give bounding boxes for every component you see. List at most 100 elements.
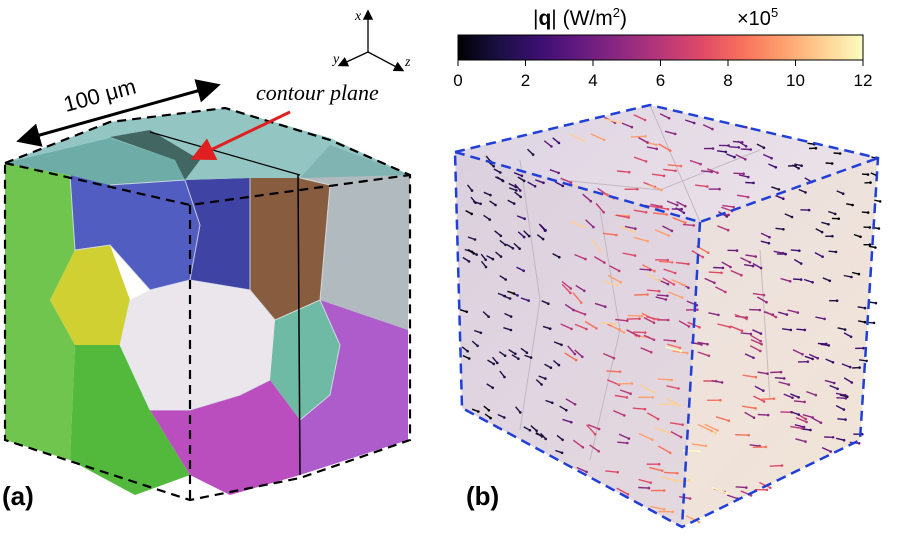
flux-arrow-head bbox=[747, 175, 750, 179]
flux-arrow-head bbox=[525, 351, 529, 355]
flux-arrow bbox=[760, 398, 775, 400]
flux-arrow-head bbox=[675, 203, 679, 207]
flux-arrow bbox=[574, 253, 586, 260]
flux-arrow-head bbox=[843, 328, 847, 331]
flux-arrow bbox=[678, 320, 690, 328]
flux-arrow-head bbox=[664, 298, 668, 301]
flux-arrow-head bbox=[768, 235, 771, 239]
flux-arrow-head bbox=[487, 315, 490, 319]
flux-arrow-head bbox=[752, 181, 755, 185]
flux-arrow-head bbox=[470, 212, 474, 216]
flux-arrow bbox=[675, 261, 689, 265]
flux-arrow-head bbox=[662, 174, 666, 178]
flux-arrow-head bbox=[644, 160, 648, 163]
flux-arrow-head bbox=[868, 226, 872, 229]
flux-arrow-head bbox=[630, 382, 634, 385]
flux-arrow-head bbox=[582, 139, 585, 142]
flux-arrow bbox=[602, 280, 618, 287]
flux-arrow-head bbox=[748, 261, 752, 264]
flux-arrow bbox=[604, 118, 621, 124]
flux-arrow-head bbox=[782, 377, 786, 380]
flux-arrow-head bbox=[679, 404, 682, 408]
flux-arrow-head bbox=[581, 446, 585, 449]
flux-arrow bbox=[757, 413, 769, 416]
flux-arrow-head bbox=[806, 360, 810, 364]
flux-arrow-head bbox=[687, 479, 691, 482]
flux-arrow-head bbox=[797, 167, 800, 170]
flux-arrow bbox=[582, 193, 592, 202]
flux-arrow-head bbox=[666, 207, 670, 211]
flux-arrow-head bbox=[617, 269, 621, 273]
grain-lightgray-right bbox=[300, 145, 410, 330]
flux-arrow-head bbox=[685, 351, 689, 355]
flux-arrow-head bbox=[579, 301, 583, 304]
flux-arrow-head bbox=[467, 260, 471, 263]
flux-arrow-head bbox=[799, 262, 803, 265]
flux-arrow-head bbox=[727, 144, 730, 147]
flux-arrow-head bbox=[503, 294, 507, 298]
flux-arrow-head bbox=[479, 331, 483, 335]
flux-arrow-head bbox=[804, 191, 807, 194]
flux-arrow-head bbox=[711, 127, 714, 131]
flux-arrow-head bbox=[809, 428, 812, 432]
flux-arrow-head bbox=[581, 355, 584, 359]
flux-arrow-head bbox=[674, 169, 677, 173]
flux-arrow-head bbox=[541, 237, 545, 241]
flux-arrow-head bbox=[811, 281, 814, 284]
flux-arrow-head bbox=[727, 213, 730, 217]
flux-arrow-head bbox=[646, 293, 649, 296]
flux-arrow bbox=[790, 410, 799, 416]
flux-arrow bbox=[730, 325, 743, 332]
flux-arrow-head bbox=[673, 339, 677, 343]
flux-arrow-head bbox=[515, 189, 518, 192]
flux-arrow-head bbox=[668, 149, 672, 152]
flux-arrow-head bbox=[785, 313, 789, 316]
flux-arrow bbox=[757, 371, 768, 375]
flux-arrow bbox=[790, 425, 802, 429]
flux-arrow-head bbox=[791, 396, 794, 400]
flux-arrow-head bbox=[710, 170, 713, 174]
flux-arrow-head bbox=[728, 325, 732, 329]
flux-arrow-head bbox=[522, 179, 526, 183]
flux-arrow-head bbox=[874, 301, 878, 305]
flux-arrow-head bbox=[720, 381, 724, 384]
flux-arrow bbox=[749, 444, 760, 447]
flux-arrow bbox=[658, 143, 671, 152]
flux-arrow-head bbox=[706, 342, 709, 346]
flux-arrow-head bbox=[477, 410, 480, 413]
flux-arrow-head bbox=[858, 366, 861, 369]
flux-arrow bbox=[513, 172, 523, 177]
grain-blue-center bbox=[70, 175, 200, 290]
flux-arrow-head bbox=[697, 449, 701, 453]
flux-arrow bbox=[616, 170, 630, 173]
flux-arrow-head bbox=[636, 187, 639, 191]
flux-arrow bbox=[590, 133, 605, 141]
flux-arrow bbox=[775, 227, 784, 230]
flux-arrow bbox=[835, 392, 846, 396]
flux-arrow bbox=[572, 292, 582, 304]
flux-arrow bbox=[627, 314, 642, 317]
flux-arrow-head bbox=[541, 434, 544, 438]
flux-arrow-head bbox=[646, 141, 649, 144]
flux-arrow bbox=[572, 439, 584, 448]
flux-arrow-head bbox=[804, 417, 808, 421]
flux-arrow bbox=[801, 428, 811, 431]
flux-arrow-head bbox=[651, 396, 654, 399]
flux-arrow bbox=[795, 438, 806, 443]
flux-arrow-head bbox=[782, 228, 785, 231]
flux-arrow bbox=[667, 343, 681, 349]
flux-arrow-head bbox=[849, 335, 853, 339]
flux-arrow-head bbox=[869, 181, 872, 184]
flux-arrow bbox=[793, 400, 805, 403]
flux-arrow-head bbox=[512, 202, 516, 205]
flux-arrow-head bbox=[652, 338, 656, 342]
flux-arrow-head bbox=[740, 329, 744, 333]
colorbar-tick-label: 6 bbox=[656, 71, 665, 90]
flux-arrow bbox=[634, 293, 648, 296]
flux-arrow-head bbox=[859, 235, 862, 239]
flux-arrow bbox=[514, 183, 521, 191]
flux-arrow-head bbox=[716, 171, 719, 175]
flux-arrow-head bbox=[701, 255, 705, 259]
flux-arrow bbox=[815, 316, 825, 320]
flux-arrow bbox=[793, 258, 802, 265]
